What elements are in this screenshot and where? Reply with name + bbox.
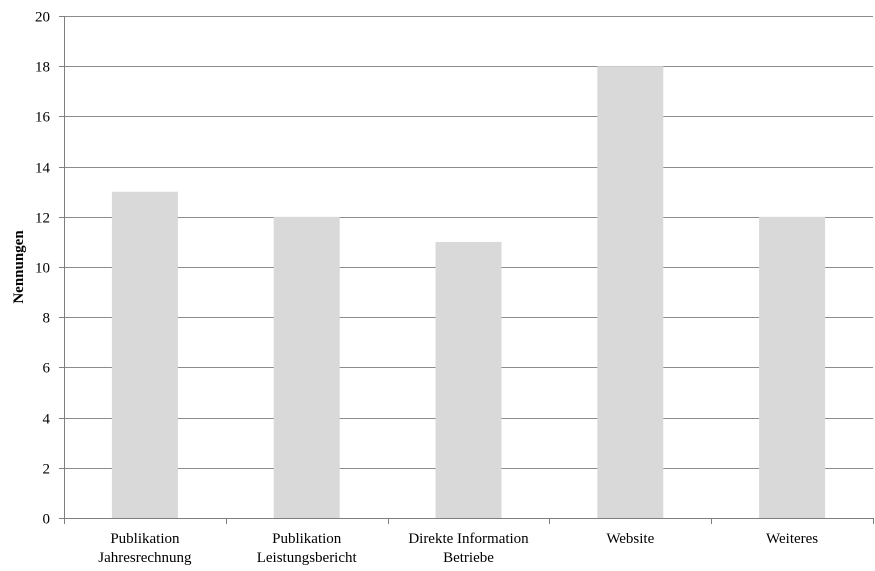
y-tick-label: 14: [35, 161, 51, 177]
y-tick-label: 8: [43, 311, 51, 327]
x-category-label: Publikation Jahresrechnung: [98, 531, 192, 566]
axes: [59, 16, 874, 524]
bar: [759, 216, 826, 519]
y-axis-title: Nennungen: [11, 230, 27, 304]
bars: [111, 66, 826, 519]
bar: [435, 241, 502, 518]
y-tick-label: 18: [35, 60, 50, 76]
bar: [597, 66, 664, 518]
y-tick-label: 2: [43, 462, 51, 478]
x-category-label: Direkte Information Betriebe: [408, 531, 529, 566]
y-tick-label: 6: [43, 361, 51, 377]
y-tick-label: 0: [43, 512, 51, 528]
x-category-label: Publikation Leistungsbericht: [257, 531, 358, 566]
x-category-label: Website: [606, 531, 654, 547]
y-tick-label: 4: [43, 412, 51, 428]
y-tick-label: 16: [35, 110, 51, 126]
y-tick-label: 10: [35, 261, 50, 277]
y-tick-label: 20: [35, 10, 50, 26]
bar: [273, 216, 340, 519]
labels: 0 2 4 6 8 10 12 14 16 18 20 Publikation Jahresrechnu…: [35, 10, 818, 567]
x-category-label: Weiteres: [766, 531, 818, 547]
bar: [111, 191, 178, 518]
y-tick-label: 12: [35, 211, 50, 227]
